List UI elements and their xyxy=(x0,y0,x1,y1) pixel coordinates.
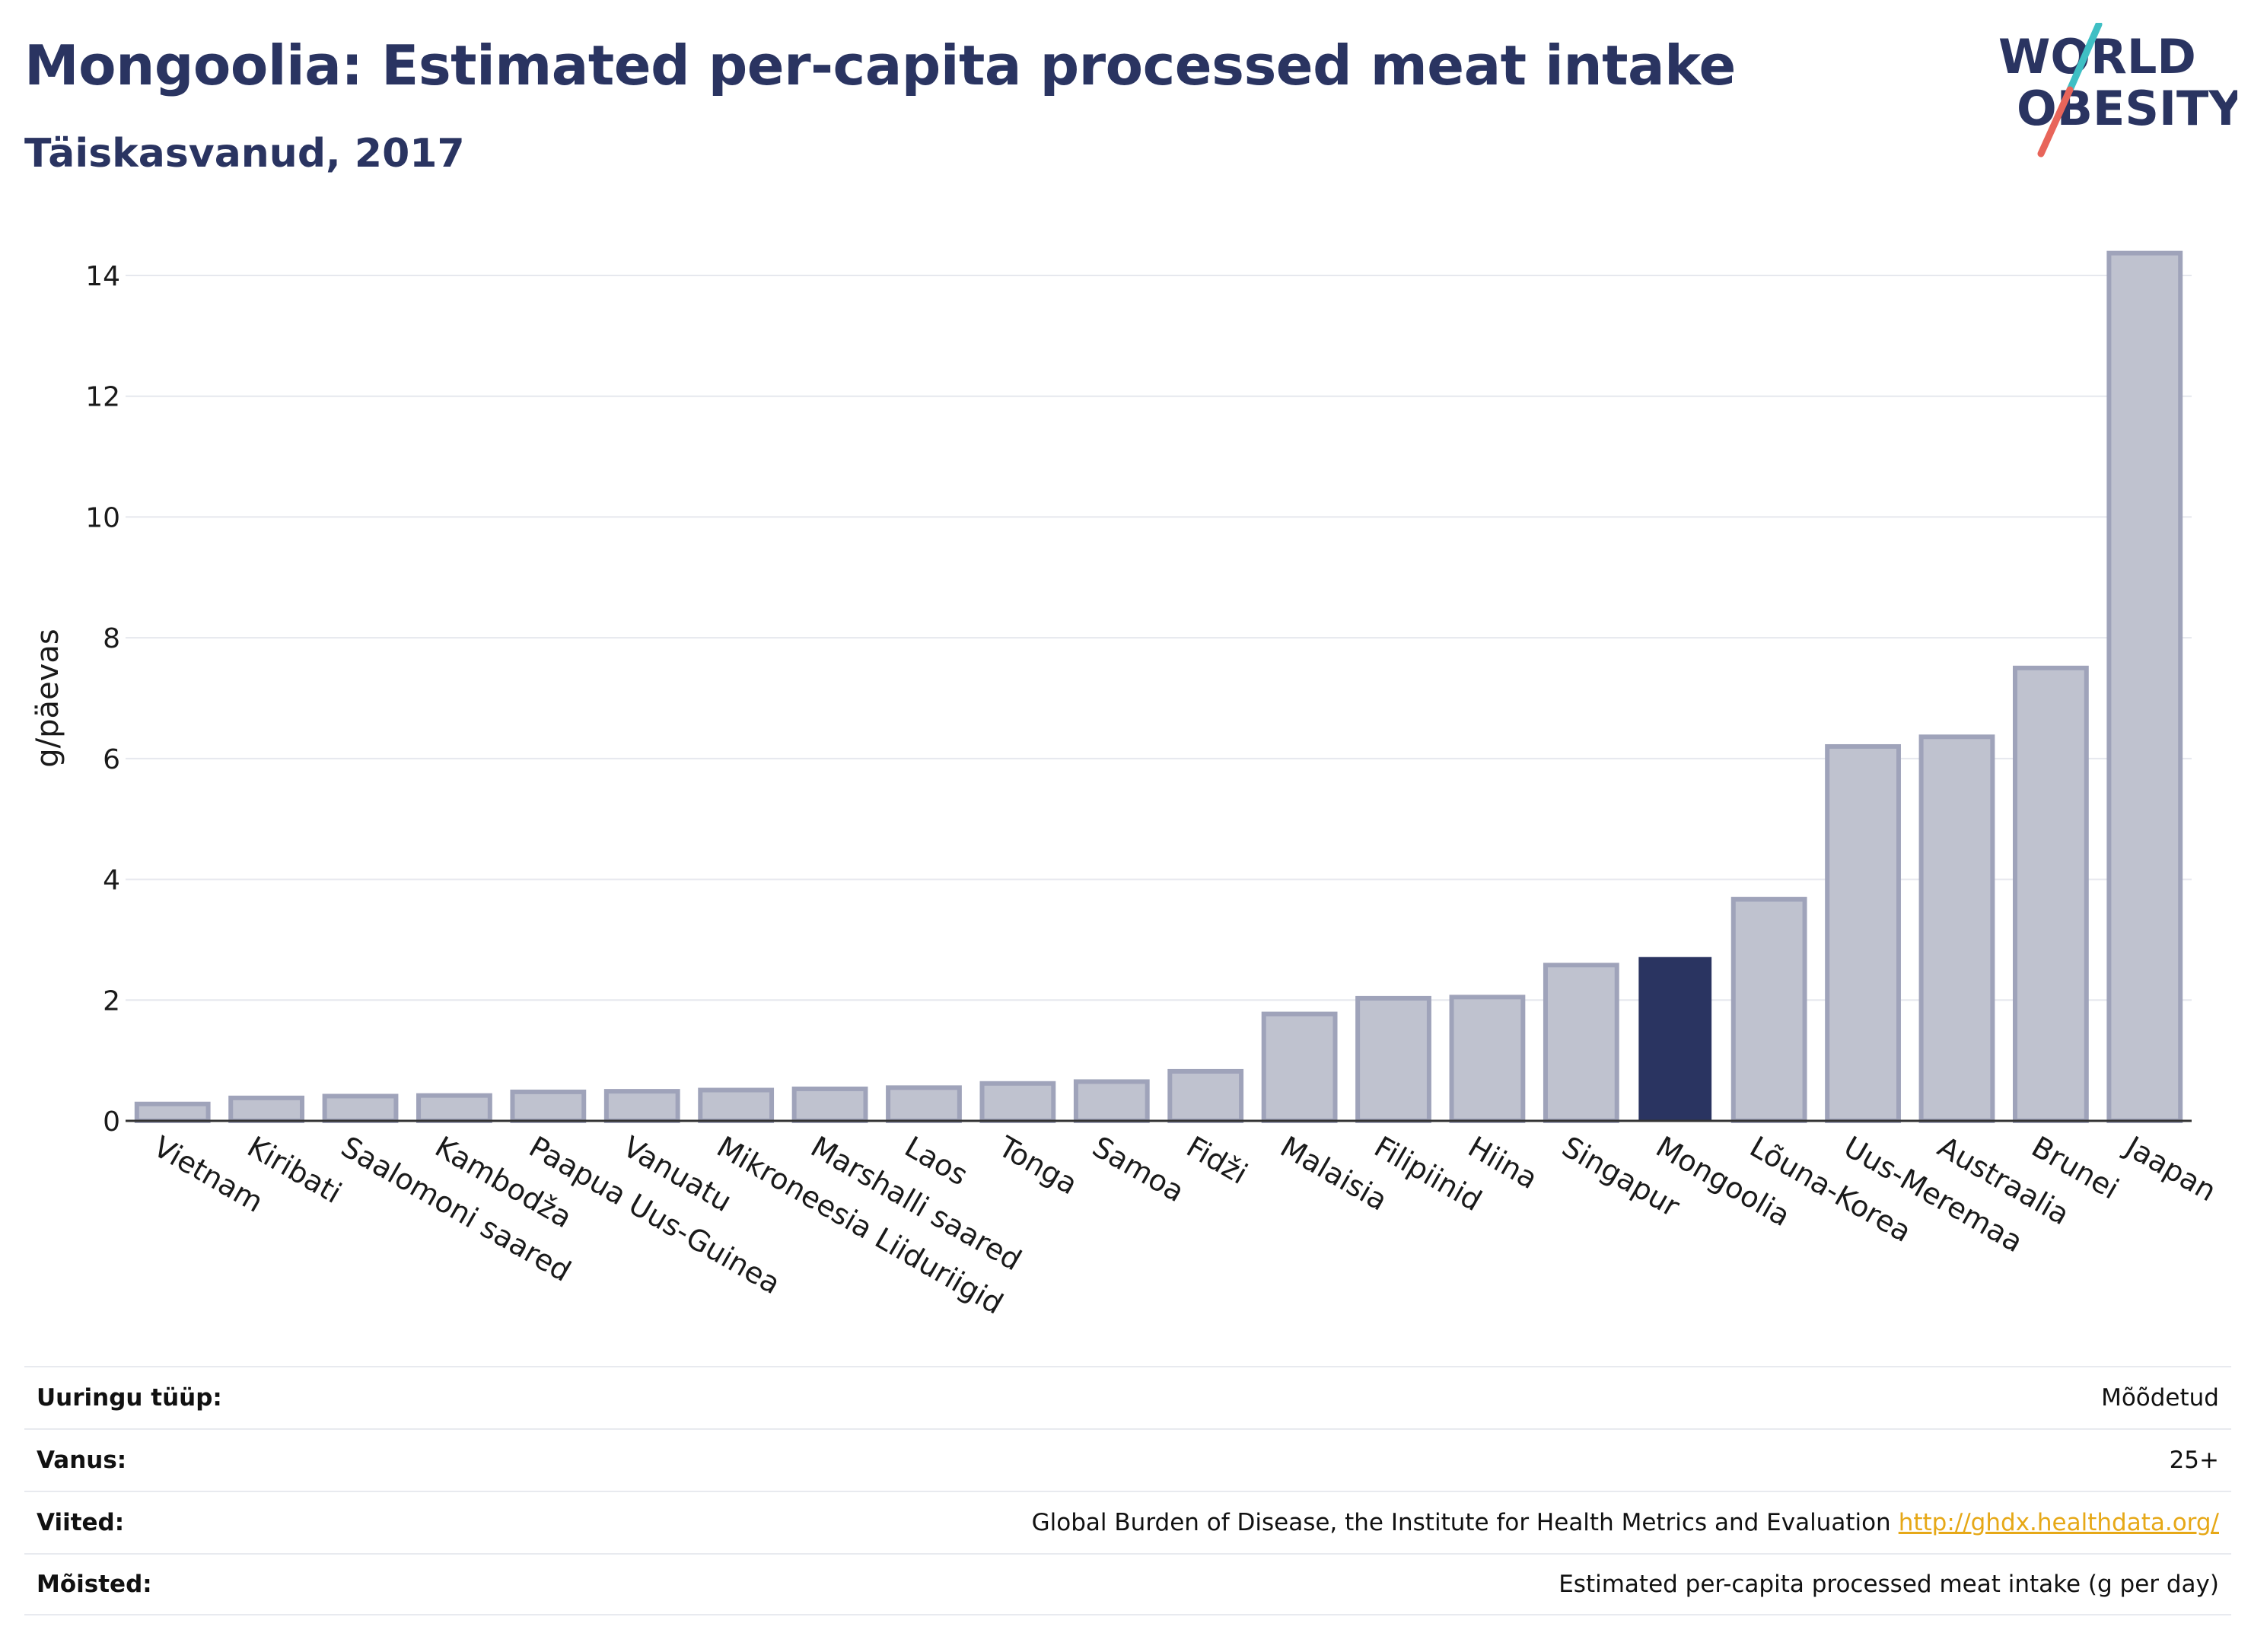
y-tick-label: 8 xyxy=(103,623,120,654)
x-tick-label: Malaisia xyxy=(1275,1130,1393,1218)
info-key: Uuringu tüüp: xyxy=(37,1384,222,1412)
bar xyxy=(510,1089,587,1123)
info-row: Vanus: 25+ xyxy=(24,1428,2231,1491)
info-key: Vanus: xyxy=(37,1447,127,1474)
info-key: Mõisted: xyxy=(37,1571,152,1598)
bar xyxy=(1355,995,1431,1124)
logo-line1: WORLD xyxy=(1998,29,2196,84)
x-tick-label: Filipiinid xyxy=(1369,1130,1488,1218)
logo-slash-bottom xyxy=(2037,86,2074,158)
bar xyxy=(698,1087,775,1123)
bar xyxy=(416,1093,492,1124)
bar xyxy=(2012,665,2089,1123)
y-tick-label: 10 xyxy=(85,502,120,533)
y-tick-label: 14 xyxy=(85,261,120,292)
bar xyxy=(1167,1068,1244,1123)
page-subtitle: Täiskasvanud, 2017 xyxy=(24,131,465,177)
bar xyxy=(1918,734,1995,1123)
x-tick-label: Jaapan xyxy=(2119,1129,2222,1208)
bar xyxy=(1730,896,1807,1123)
bar xyxy=(1449,995,1526,1124)
y-tick-label: 2 xyxy=(103,985,120,1017)
y-tick-label: 6 xyxy=(103,744,120,775)
info-row: Uuringu tüüp: Mõõdetud xyxy=(24,1366,2231,1428)
bar xyxy=(134,1101,211,1124)
info-value: Estimated per-capita processed meat inta… xyxy=(1559,1571,2219,1598)
bar-chart: 02468101214g/päevasVietnamKiribatiSaalom… xyxy=(30,250,2222,1321)
bar xyxy=(1825,743,1901,1123)
bar xyxy=(886,1085,962,1123)
y-tick-label: 4 xyxy=(103,865,120,896)
info-key: Viited: xyxy=(37,1509,125,1536)
info-table: Uuringu tüüp: Mõõdetud Vanus: 25+ Viited: Glo… xyxy=(24,1366,2231,1615)
info-value: Mõõdetud xyxy=(2101,1384,2219,1412)
y-tick-label: 0 xyxy=(103,1106,120,1138)
info-value: Global Burden of Disease, the Institute … xyxy=(1032,1509,2219,1536)
bar xyxy=(791,1086,868,1123)
info-value-text: Mõõdetud xyxy=(2101,1384,2219,1412)
logo-slash-top xyxy=(2066,23,2103,94)
info-value-text: Global Burden of Disease, the Institute … xyxy=(1031,1509,1891,1536)
bar xyxy=(322,1093,399,1124)
info-value-text: Estimated per-capita processed meat inta… xyxy=(1559,1571,2219,1598)
bar xyxy=(603,1089,680,1123)
bar xyxy=(2106,250,2183,1124)
bar xyxy=(1073,1079,1150,1123)
info-value: 25+ xyxy=(2170,1447,2219,1474)
info-value-text: 25+ xyxy=(2169,1447,2219,1474)
x-tick-label: Samoa xyxy=(1087,1130,1189,1209)
bar xyxy=(1543,963,1619,1123)
x-tick-label: Tonga xyxy=(992,1129,1083,1201)
bar xyxy=(228,1095,305,1123)
bar-highlight xyxy=(1638,957,1712,1122)
info-row: Mõisted: Estimated per-capita processed m… xyxy=(24,1553,2231,1615)
info-row: Viited: Global Burden of Disease, the Ins… xyxy=(24,1491,2231,1553)
y-tick-label: 12 xyxy=(85,382,120,413)
x-tick-label: Fidži xyxy=(1181,1130,1253,1191)
y-axis-label: g/päevas xyxy=(30,629,65,767)
source-link[interactable]: http://ghdx.healthdata.org/ xyxy=(1898,1509,2219,1536)
world-obesity-logo: WORLD OBESITY xyxy=(1998,23,2237,158)
bar xyxy=(979,1081,1056,1124)
bar xyxy=(1261,1011,1338,1123)
page-title: Mongoolia: Estimated per-capita processe… xyxy=(24,33,1736,97)
